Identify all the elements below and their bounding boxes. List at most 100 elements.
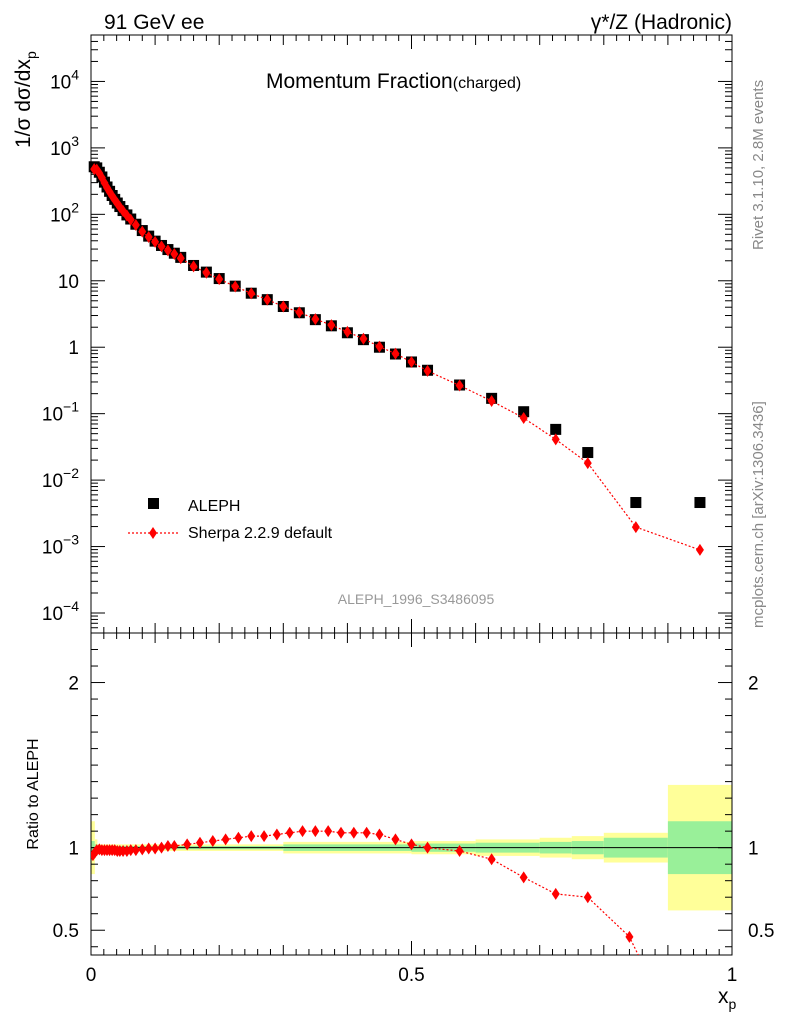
ratio-sherpa-point: [349, 826, 358, 839]
sherpa-point: [327, 319, 336, 332]
ratio-sherpa-point: [583, 891, 592, 904]
ratio-y-axis-label: Ratio to ALEPH: [25, 738, 42, 849]
x-axis-label: xp: [718, 985, 737, 1012]
x-tick-label: 1: [727, 965, 738, 986]
sherpa-point: [279, 300, 288, 313]
aleph-point: [582, 447, 594, 459]
ratio-sherpa-point: [487, 853, 496, 866]
sherpa-point: [231, 280, 240, 293]
aleph-point: [630, 497, 642, 509]
ratio-sherpa-point: [311, 825, 320, 838]
sherpa-point: [170, 247, 179, 260]
sherpa-point: [583, 457, 592, 470]
sherpa-point: [131, 219, 140, 232]
y-tick-label: 10−3: [42, 532, 79, 559]
ratio-sherpa-point: [551, 887, 560, 900]
sherpa-point: [375, 340, 384, 353]
main-frame: [90, 34, 733, 634]
aleph-point: [550, 423, 562, 435]
sherpa-point: [247, 287, 256, 300]
sherpa-point: [455, 379, 464, 392]
sherpa-point: [519, 412, 528, 425]
sherpa-point: [631, 521, 640, 534]
sherpa-point: [138, 225, 147, 238]
ratio-sherpa-point: [362, 826, 371, 839]
ratio-sherpa-point: [324, 825, 333, 838]
legend-sherpa-label: Sherpa 2.2.9 default: [188, 525, 333, 542]
legend-aleph-label: ALEPH: [188, 498, 240, 515]
y-tick-label: 10−2: [42, 465, 79, 492]
process-label: γ*/Z (Hadronic): [591, 11, 732, 34]
ratio-sherpa-point: [131, 844, 140, 857]
y-axis-label: 1/σ dσ/dxp: [12, 51, 39, 148]
ratio-sherpa-point: [298, 825, 307, 838]
y-tick-label: 10−1: [42, 399, 79, 426]
ratio-frame: [90, 632, 733, 956]
ratio-sherpa-point: [423, 841, 432, 854]
ratio-y-tick-label-left: 0.5: [53, 921, 79, 942]
sherpa-point: [487, 395, 496, 408]
sherpa-point: [144, 231, 153, 244]
energy-label: 91 GeV ee: [104, 11, 204, 34]
aleph-point: [518, 406, 530, 418]
ratio-series-group: [91, 825, 646, 969]
sherpa-point: [551, 433, 560, 446]
y-tick-label: 103: [50, 133, 79, 160]
ratio-sherpa-point: [375, 828, 384, 841]
ratio-y-tick-label-left: 1: [68, 839, 79, 860]
sherpa-point: [263, 293, 272, 306]
sherpa-point: [359, 332, 368, 345]
sherpa-point: [176, 252, 185, 265]
y-tick-label: 10−4: [42, 598, 79, 625]
ratio-sherpa-point: [183, 838, 192, 851]
y-tick-label: 10: [58, 272, 79, 293]
ratio-sherpa-point: [151, 842, 160, 855]
ratio-sherpa-point: [247, 830, 256, 843]
ratio-sherpa-point: [144, 842, 153, 855]
ratio-sherpa-point: [285, 826, 294, 839]
ratio-sherpa-point: [260, 830, 269, 843]
sherpa-point: [151, 235, 160, 248]
ratio-sherpa-point: [272, 828, 281, 841]
ratio-sherpa-point: [391, 833, 400, 846]
sherpa-point: [189, 260, 198, 273]
ratio-sherpa-point: [234, 831, 243, 844]
sherpa-point: [157, 240, 166, 253]
ratio-sherpa-point: [157, 841, 166, 854]
x-tick-label: 0.5: [398, 965, 424, 986]
sherpa-point: [343, 325, 352, 338]
sherpa-point: [695, 543, 704, 556]
chart-title: Momentum Fraction(charged): [266, 70, 521, 93]
legend-aleph-marker: [148, 498, 159, 509]
ratio-sherpa-point: [407, 838, 416, 851]
ratio-y-tick-label-right: 2: [748, 674, 759, 695]
ratio-sherpa-point: [336, 826, 345, 839]
ratio-panel: 0.5 0.5 1 1 2 2 0 0.5 1 Ratio to ALEPH xp: [25, 632, 774, 1012]
ratio-sherpa-point: [519, 871, 528, 884]
ratio-y-tick-label-right: 0.5: [748, 921, 774, 942]
y-tick-label: 1: [68, 338, 79, 359]
ratio-y-tick-label-left: 2: [68, 674, 79, 695]
sherpa-point: [311, 313, 320, 326]
sherpa-point: [407, 355, 416, 368]
ratio-sherpa-point: [208, 835, 217, 848]
main-panel: 10−4 10−3 10−2 10−1 1 10 102 103 104 1/σ dσ/dxp Mo…: [12, 34, 733, 634]
sherpa-point: [215, 273, 224, 286]
sherpa-point: [391, 347, 400, 360]
ratio-y-tick-label-right: 1: [748, 839, 759, 860]
ratio-sherpa-point: [638, 957, 646, 969]
sherpa-point: [126, 213, 135, 226]
ratio-sherpa-point: [163, 840, 172, 853]
aleph-point: [694, 497, 706, 509]
ratio-sherpa-point: [170, 840, 179, 853]
ratio-sherpa-point: [138, 843, 147, 856]
y-tick-label: 104: [50, 66, 79, 93]
sherpa-point: [423, 364, 432, 377]
mcplots-label: mcplots.cern.ch [arXiv:1306.3436]: [750, 401, 767, 628]
ratio-sherpa-point: [126, 844, 135, 857]
sherpa-point: [295, 306, 304, 319]
ratio-sherpa-point: [625, 930, 634, 943]
legend-sherpa-marker: [149, 527, 157, 539]
ratio-sherpa-point: [455, 844, 464, 857]
